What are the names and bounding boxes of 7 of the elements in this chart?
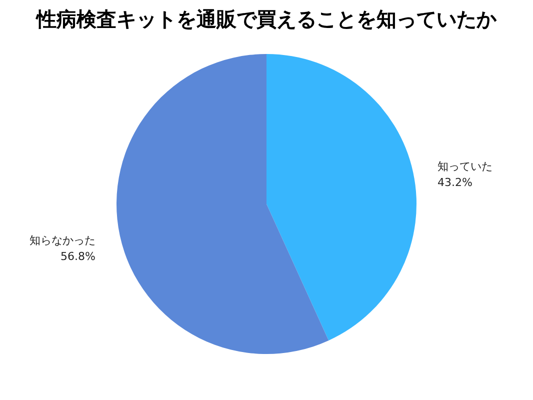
pie-slice xyxy=(116,54,329,354)
slice-label: 知っていた xyxy=(438,160,493,173)
data-label: 43.2% xyxy=(438,176,472,189)
data-label: 56.8% xyxy=(60,250,96,264)
chart-title: 性病検査キットを通販で買えることを知っていたか xyxy=(34,7,498,31)
slice-label: 知らなかった xyxy=(29,234,96,248)
pie-slice xyxy=(266,54,416,341)
